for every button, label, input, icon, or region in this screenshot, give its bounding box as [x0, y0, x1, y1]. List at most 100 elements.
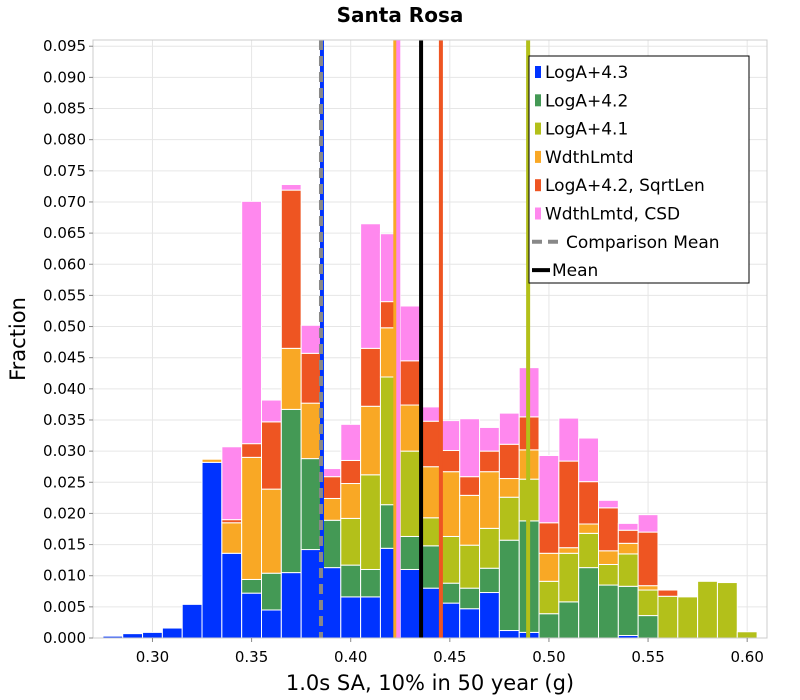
y-axis-ticks: 0.000 0.005 0.010 0.015 0.020 0.025 0.030 0.035…	[43, 37, 93, 647]
bar-wdthlmtd-bin-6	[221, 522, 243, 554]
bar-loga-4-2-sqrtlen-bin-26	[617, 529, 639, 544]
bar-loga-4-1-bin-18	[459, 544, 481, 589]
bar-loga-4-3-bin-3	[161, 627, 183, 639]
y-tick-label: 0.015	[43, 536, 86, 554]
y-tick-label: 0.030	[43, 442, 86, 460]
bar-loga-4-2-sqrtlen-bin-13	[360, 347, 381, 407]
bar-loga-4-1-bin-24	[578, 532, 599, 569]
bar-loga-4-2-sqrtlen-bin-7	[241, 443, 262, 458]
y-tick-label: 0.000	[43, 629, 86, 647]
y-tick-label: 0.050	[43, 318, 86, 336]
x-tick-label: 0.30	[136, 648, 169, 666]
bar-wdthlmtd-bin-24	[578, 523, 599, 534]
bar-wdthlmtd-bin-10	[300, 402, 322, 460]
bar-wdthlmtd-bin-22	[538, 552, 560, 582]
y-tick-label: 0.010	[43, 567, 86, 585]
bar-wdthlmtd-csd-bin-7	[241, 200, 262, 445]
bar-wdthlmtd-bin-7	[241, 456, 262, 580]
bar-loga-4-3-bin-19	[479, 592, 500, 639]
bar-loga-4-2-sqrtlen-bin-15	[399, 360, 421, 406]
bar-loga-4-3-bin-7	[241, 592, 262, 639]
bar-wdthlmtd-bin-20	[498, 478, 520, 498]
bar-loga-4-3-bin-10	[300, 549, 322, 639]
x-axis-ticks: 0.30 0.35 0.40 0.45 0.50 0.55 0.60	[136, 638, 764, 666]
bar-loga-4-2-sqrtlen-bin-24	[578, 481, 599, 525]
legend-label: Mean	[552, 261, 598, 281]
legend-label: Comparison Mean	[566, 233, 720, 253]
bar-loga-4-2-bin-15	[399, 535, 421, 570]
legend-swatch	[535, 66, 541, 78]
bar-wdthlmtd-bin-27	[637, 585, 659, 591]
bar-loga-4-2-sqrtlen-bin-9	[280, 189, 302, 349]
bar-wdthlmtd-csd-bin-12	[340, 423, 362, 461]
y-tick-label: 0.070	[43, 193, 86, 211]
bar-loga-4-2-bin-13	[360, 568, 381, 598]
bar-wdthlmtd-csd-bin-22	[538, 454, 560, 524]
bar-loga-4-3-bin-1	[122, 633, 144, 639]
bar-loga-4-3-bin-8	[261, 609, 282, 639]
bar-loga-4-2-sqrtlen-bin-18	[459, 476, 481, 496]
bar-loga-4-1-bin-30	[697, 580, 718, 639]
y-tick-label: 0.095	[43, 37, 86, 55]
y-axis-title: Fraction	[6, 297, 30, 381]
y-tick-label: 0.040	[43, 380, 86, 398]
bar-loga-4-2-bin-8	[261, 572, 282, 611]
bar-loga-4-2-bin-26	[617, 585, 639, 637]
y-tick-label: 0.065	[43, 224, 86, 242]
bar-loga-4-1-bin-20	[498, 496, 520, 541]
y-tick-label: 0.025	[43, 473, 86, 491]
legend-label: LogA+4.2	[545, 91, 628, 111]
bar-loga-4-3-bin-9	[280, 572, 302, 639]
x-tick-label: 0.35	[235, 648, 268, 666]
bar-loga-4-2-sqrtlen-bin-10	[300, 352, 322, 404]
y-tick-label: 0.020	[43, 504, 86, 522]
bar-loga-4-1-bin-22	[538, 580, 560, 615]
bar-loga-4-3-bin-5	[201, 461, 223, 639]
bar-wdthlmtd-bin-12	[340, 483, 362, 519]
bar-loga-4-1-bin-31	[716, 582, 738, 639]
bar-wdthlmtd-bin-5	[201, 458, 223, 463]
bar-loga-4-2-bin-10	[300, 458, 322, 551]
bar-wdthlmtd-bin-13	[360, 405, 381, 476]
bar-loga-4-2-sqrtlen-bin-22	[538, 522, 560, 554]
bar-loga-4-2-sqrtlen-bin-23	[558, 460, 580, 549]
legend-swatch	[535, 179, 541, 192]
bar-loga-4-2-bin-9	[280, 408, 302, 574]
bar-loga-4-2-sqrtlen-bin-12	[340, 459, 362, 485]
bar-loga-4-3-bin-15	[399, 568, 421, 639]
bar-wdthlmtd-bin-23	[558, 547, 580, 554]
bar-wdthlmtd-bin-26	[617, 542, 639, 555]
legend-label: LogA+4.1	[545, 120, 628, 140]
x-tick-label: 0.50	[532, 648, 565, 666]
bar-loga-4-1-bin-13	[360, 474, 381, 570]
bar-wdthlmtd-csd-bin-25	[598, 499, 619, 509]
y-tick-label: 0.085	[43, 100, 86, 118]
bar-wdthlmtd-csd-bin-20	[498, 412, 520, 445]
bar-wdthlmtd-bin-9	[280, 347, 302, 410]
bar-loga-4-1-bin-25	[598, 563, 619, 586]
legend-box	[528, 55, 750, 284]
bar-wdthlmtd-bin-8	[261, 488, 282, 574]
bars	[102, 184, 758, 639]
bar-loga-4-3-bin-2	[142, 631, 163, 639]
y-tick-label: 0.035	[43, 411, 86, 429]
legend-label: LogA+4.3	[545, 63, 628, 83]
bar-wdthlmtd-bin-15	[399, 404, 421, 452]
bar-loga-4-1-bin-28	[657, 595, 679, 639]
bar-loga-4-2-bin-22	[538, 613, 560, 639]
bar-wdthlmtd-csd-bin-24	[578, 437, 599, 483]
x-tick-label: 0.55	[631, 648, 664, 666]
bar-wdthlmtd-csd-bin-18	[459, 418, 481, 478]
legend-swatch	[535, 122, 541, 135]
legend-label: LogA+4.2, SqrtLen	[545, 176, 705, 196]
x-axis-title: 1.0s SA, 10% in 50 year (g)	[286, 671, 574, 695]
bar-loga-4-3-bin-4	[181, 603, 203, 639]
bar-loga-4-1-bin-26	[617, 553, 639, 587]
legend-swatch	[535, 207, 541, 220]
bar-wdthlmtd-csd-bin-13	[360, 223, 381, 349]
bar-wdthlmtd-csd-bin-19	[479, 426, 500, 452]
bar-wdthlmtd-csd-bin-10	[300, 324, 322, 354]
y-tick-label: 0.045	[43, 349, 86, 367]
bar-loga-4-1-bin-32	[736, 631, 758, 639]
bar-loga-4-1-bin-29	[677, 596, 699, 639]
